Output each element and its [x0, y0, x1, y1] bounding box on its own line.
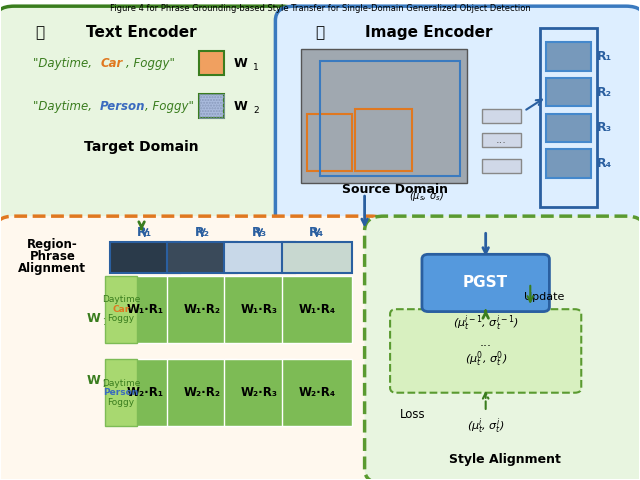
FancyBboxPatch shape [225, 276, 294, 343]
FancyBboxPatch shape [546, 149, 591, 178]
Text: W: W [87, 374, 100, 387]
Text: W: W [234, 100, 248, 113]
Text: W: W [87, 312, 100, 325]
Text: "Daytime,: "Daytime, [33, 57, 96, 70]
Text: ($\mu_t^{i}$, $\sigma_t^{i}$): ($\mu_t^{i}$, $\sigma_t^{i}$) [467, 416, 504, 436]
Text: W₂·R₃: W₂·R₃ [241, 386, 278, 399]
Text: Person: Person [100, 100, 146, 113]
FancyBboxPatch shape [0, 6, 301, 245]
FancyBboxPatch shape [282, 360, 352, 426]
Text: , Foggy": , Foggy" [145, 100, 194, 113]
Text: Foggy: Foggy [108, 398, 135, 407]
FancyBboxPatch shape [365, 216, 640, 480]
Text: Figure 4 for Phrase Grounding-based Style Transfer for Single-Domain Generalized: Figure 4 for Phrase Grounding-based Styl… [109, 4, 531, 13]
FancyBboxPatch shape [483, 159, 521, 173]
Text: R₃: R₃ [597, 121, 612, 134]
Text: ($\mu_t^{i-1}$, $\sigma_t^{i-1}$): ($\mu_t^{i-1}$, $\sigma_t^{i-1}$) [453, 314, 518, 333]
FancyBboxPatch shape [422, 254, 549, 312]
Text: R₂: R₂ [195, 227, 210, 240]
Text: Daytime: Daytime [102, 379, 140, 388]
FancyBboxPatch shape [199, 95, 225, 118]
Text: Update: Update [524, 292, 564, 302]
Text: R₁: R₁ [597, 50, 612, 63]
Text: "Daytime,: "Daytime, [33, 100, 96, 113]
Text: Loss: Loss [399, 408, 425, 420]
Text: Car: Car [113, 305, 130, 314]
FancyBboxPatch shape [167, 242, 237, 274]
Text: 1: 1 [253, 63, 259, 72]
Text: ($\mu_t^{0}$, $\sigma_t^{0}$): ($\mu_t^{0}$, $\sigma_t^{0}$) [465, 349, 507, 369]
Text: ...: ... [496, 135, 507, 145]
Text: Car: Car [100, 57, 122, 70]
Text: R₁: R₁ [137, 227, 152, 240]
Text: , Foggy": , Foggy" [125, 57, 175, 70]
FancyBboxPatch shape [167, 360, 237, 426]
FancyBboxPatch shape [546, 42, 591, 71]
Text: Person: Person [104, 388, 139, 397]
FancyBboxPatch shape [0, 216, 390, 480]
Text: W₁·R₂: W₁·R₂ [184, 303, 221, 316]
Text: W: W [234, 57, 248, 70]
Text: W₂·R₁: W₂·R₁ [126, 386, 163, 399]
Text: R₂: R₂ [597, 85, 612, 98]
Text: Phrase: Phrase [29, 250, 76, 263]
Text: W₁·R₁: W₁·R₁ [126, 303, 163, 316]
FancyBboxPatch shape [546, 78, 591, 107]
FancyBboxPatch shape [390, 309, 581, 393]
FancyBboxPatch shape [282, 276, 352, 343]
Text: PGST: PGST [463, 276, 508, 290]
Text: Image Encoder: Image Encoder [365, 25, 492, 40]
FancyBboxPatch shape [483, 109, 521, 123]
Text: Region-: Region- [27, 238, 77, 251]
FancyBboxPatch shape [109, 360, 180, 426]
FancyBboxPatch shape [483, 132, 521, 147]
Text: 🔒: 🔒 [35, 25, 44, 40]
Text: Target Domain: Target Domain [84, 140, 199, 154]
FancyBboxPatch shape [109, 276, 180, 343]
Text: Foggy: Foggy [108, 314, 135, 323]
Text: W₁·R₃: W₁·R₃ [241, 303, 278, 316]
Text: ...: ... [479, 336, 492, 349]
FancyBboxPatch shape [199, 51, 225, 75]
Text: Style Alignment: Style Alignment [449, 453, 561, 466]
Text: 🔒: 🔒 [316, 25, 324, 40]
Text: Alignment: Alignment [19, 262, 86, 275]
Text: 1: 1 [102, 318, 108, 326]
FancyBboxPatch shape [275, 6, 640, 245]
Text: 2: 2 [102, 380, 108, 389]
Text: Daytime: Daytime [102, 295, 140, 304]
Text: Source Domain: Source Domain [342, 183, 448, 196]
FancyBboxPatch shape [167, 276, 237, 343]
FancyBboxPatch shape [546, 114, 591, 142]
Text: R₄: R₄ [309, 227, 324, 240]
FancyBboxPatch shape [105, 360, 137, 426]
Text: W₂·R₂: W₂·R₂ [184, 386, 221, 399]
Text: Text Encoder: Text Encoder [86, 25, 197, 40]
FancyBboxPatch shape [109, 242, 180, 274]
FancyBboxPatch shape [105, 276, 137, 343]
FancyBboxPatch shape [225, 360, 294, 426]
Text: ($\mu_s$, $\sigma_s$): ($\mu_s$, $\sigma_s$) [409, 189, 444, 203]
Text: W₁·R₄: W₁·R₄ [298, 303, 335, 316]
Text: W₂·R₄: W₂·R₄ [298, 386, 335, 399]
Text: 2: 2 [253, 106, 259, 115]
Text: R₃: R₃ [252, 227, 267, 240]
FancyBboxPatch shape [225, 242, 294, 274]
FancyBboxPatch shape [301, 49, 467, 183]
FancyBboxPatch shape [282, 242, 352, 274]
Text: R₄: R₄ [597, 157, 612, 170]
